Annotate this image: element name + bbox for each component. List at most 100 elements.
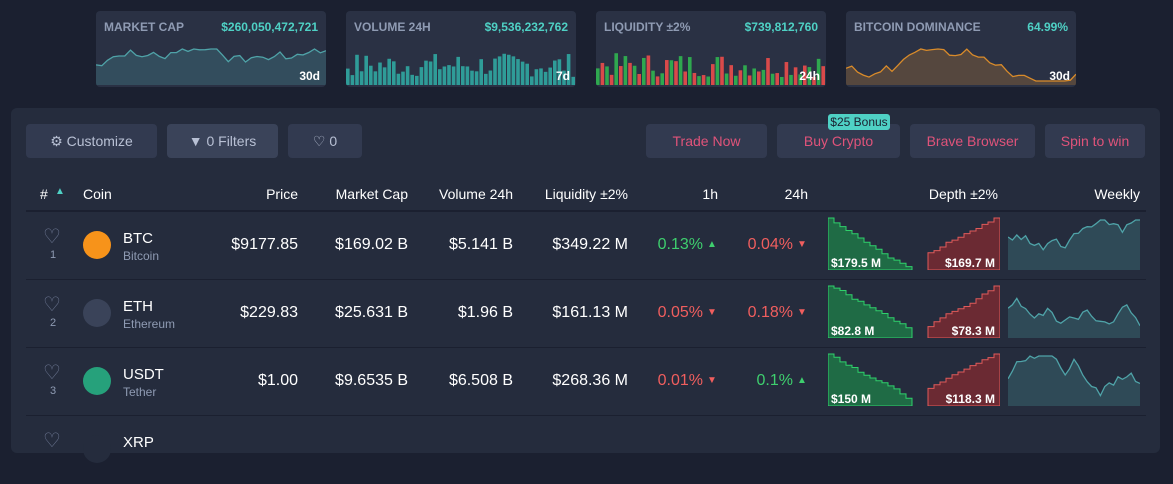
row-separator [26,279,1146,280]
change-arrow: ▲ [797,375,807,386]
market-cap: $169.02 B [335,236,408,253]
change-h24: 0.04% [747,236,793,253]
page: ⚙ Customize ▼ 0 Filters ♡ 0 Trade Now Bu… [11,11,1160,463]
rank: 1 [49,249,57,261]
sparkline-graphic [827,217,1001,272]
depth-ask: $169.7 M [944,256,995,270]
change-arrow: ▲ [707,239,717,250]
sparkline [1007,352,1141,406]
row-separator [26,347,1146,348]
stat-chart [346,53,575,85]
sparkline-graphic [1007,297,1141,338]
change-h1: 0.13% [657,236,703,253]
sparkline [1007,284,1141,338]
volume: $5.141 B [448,236,513,253]
stat-period: 7d [555,69,570,83]
coin-icon [83,367,111,395]
stat-value: $739,812,760 [744,20,818,34]
change-h24: 0.18% [747,304,793,321]
change-arrow: ▼ [797,307,807,318]
stat-period: 30d [1049,69,1070,83]
brave-button[interactable]: Brave Browser [910,124,1035,158]
market-cap: $9.6535 B [335,372,408,389]
stat-chart [96,48,326,85]
stat-card: VOLUME 24H $9,536,232,762 7d [346,11,576,87]
coin-icon [83,299,111,327]
coin-icon [83,435,111,463]
column-header: # [40,186,48,202]
label: Buy Crypto [803,133,874,149]
column-header: Weekly [1094,186,1140,202]
stat-period: 24h [799,69,820,83]
sparkline-graphic [1007,219,1140,270]
favorite-heart: ♡ [43,294,61,316]
coin-symbol: USDT [123,366,164,383]
stat-card: MARKET CAP $260,050,472,721 30d [96,11,326,87]
market-cap: $25.631 B [335,304,408,321]
stat-period: 30d [299,69,320,83]
coin-symbol: XRP [123,434,154,451]
favorite-heart: ♡ [43,362,61,384]
favorite-heart: ♡ [43,430,61,452]
spin-button[interactable]: Spin to win [1045,124,1145,158]
change-arrow: ▼ [707,375,717,386]
column-header: Market Cap [335,186,408,202]
change-arrow: ▼ [797,239,807,250]
stat-chart [596,53,825,85]
favorites-button[interactable]: ♡ 0 [288,124,362,158]
customize-button[interactable]: ⚙ Customize [26,124,157,158]
column-header: Depth ±2% [928,186,998,202]
label: Spin to win [1060,133,1130,149]
column-header: 1h [702,186,718,202]
rank: 2 [49,317,57,329]
stat-value: 64.99% [1027,20,1068,34]
coin-name: Bitcoin [123,249,160,263]
price: $1.00 [257,372,298,389]
column-header: Liquidity ±2% [544,186,628,202]
depth-ask: $78.3 M [951,324,995,338]
coin-symbol: ETH [123,298,153,315]
label: Brave Browser [926,133,1019,149]
sparkline [827,284,1001,339]
volume: $1.96 B [457,304,513,321]
liquidity: $268.36 M [552,372,628,389]
trade-button[interactable]: Trade Now [646,124,767,158]
stat-label: LIQUIDITY ±2% [604,20,691,34]
liquidity: $161.13 M [552,304,628,321]
column-header: Volume 24h [439,186,513,202]
depth-bid: $82.8 M [831,324,875,338]
row-separator [26,415,1146,416]
column-header: Coin [83,186,112,202]
depth-bid: $179.5 M [831,256,882,270]
price: $9177.85 [231,236,298,253]
column-header: 24h [784,186,808,202]
sparkline [827,352,1001,407]
sparkline [827,216,1001,272]
sparkline [1007,216,1140,270]
stat-label: VOLUME 24H [354,20,431,34]
sparkline-graphic [827,353,1001,407]
change-h24: 0.1% [756,372,793,389]
depth-bid: $150 M [831,392,872,406]
header-rule [26,210,1146,212]
label: 0 [329,133,338,149]
price: $229.83 [240,304,298,321]
stat-value: $260,050,472,721 [221,20,318,34]
coin-symbol: BTC [123,230,153,247]
label: Trade Now [672,133,741,149]
change-h1: 0.05% [657,304,703,321]
coin-icon [83,231,111,259]
coin-name: Tether [123,385,157,399]
change-h1: 0.01% [657,372,703,389]
rank: 3 [49,385,57,397]
depth-ask: $118.3 M [945,392,995,406]
sparkline-graphic [1007,355,1141,406]
stat-chart [846,48,1076,85]
label: Customize [66,133,133,149]
stat-card: BITCOIN DOMINANCE 64.99% 30d [846,11,1076,87]
filters-button[interactable]: ▼ 0 Filters [167,124,278,158]
bonus-badge: $25 Bonus [828,114,890,130]
column-header: Price [266,186,298,202]
stat-label: BITCOIN DOMINANCE [854,20,981,34]
stat-label: MARKET CAP [104,20,184,34]
